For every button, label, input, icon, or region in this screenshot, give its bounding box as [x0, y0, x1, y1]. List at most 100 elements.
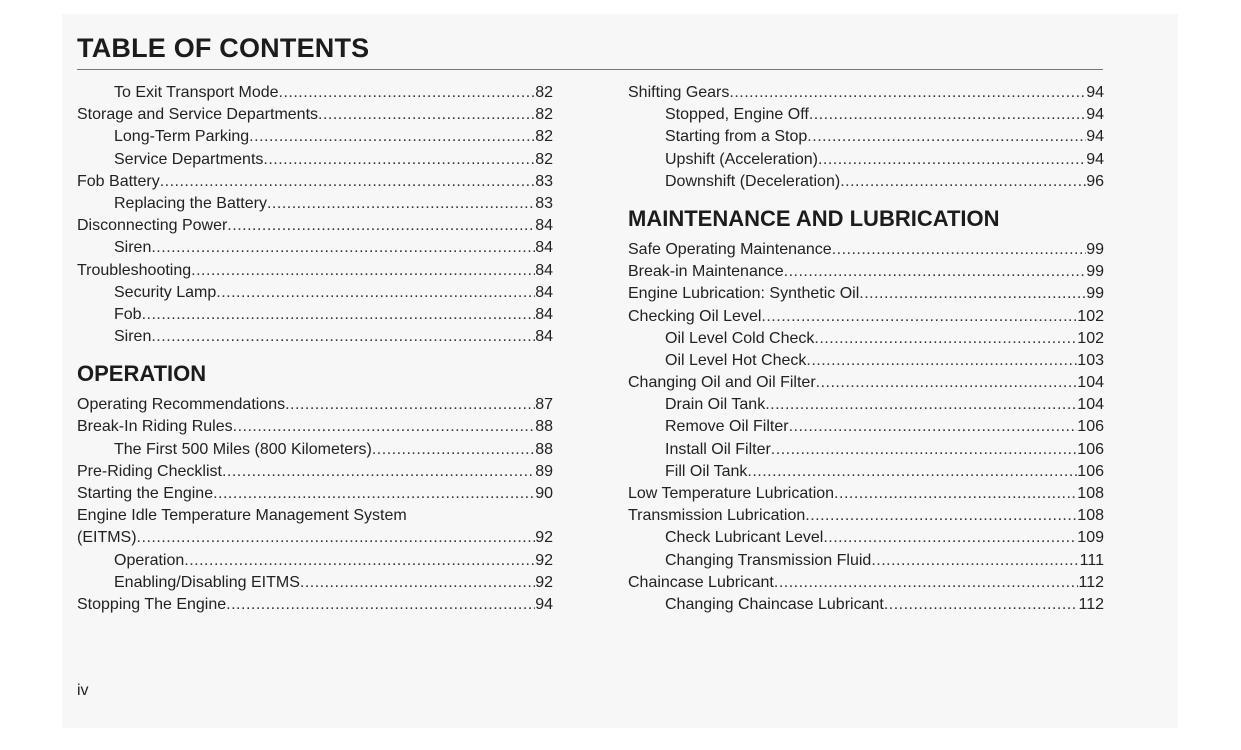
dot-leader	[789, 416, 1078, 438]
toc-entry-page: 96	[1086, 172, 1104, 190]
toc-entry-page: 99	[1086, 285, 1104, 303]
dot-leader	[160, 171, 536, 193]
toc-entry[interactable]: Siren 84	[77, 237, 553, 259]
dot-leader	[761, 306, 1077, 328]
toc-entry-title: Changing Transmission Fluid	[665, 551, 872, 569]
toc-entry-page: 106	[1077, 462, 1104, 480]
toc-entry-title: Engine Idle Temperature Management Syste…	[77, 507, 407, 525]
toc-entry[interactable]: Install Oil Filter 106	[628, 439, 1104, 461]
dot-leader	[765, 394, 1077, 416]
toc-entry[interactable]: Checking Oil Level 102	[628, 306, 1104, 328]
toc-entry-title: Enabling/Disabling EITMS	[114, 573, 300, 591]
toc-entry[interactable]: To Exit Transport Mode 82	[77, 82, 553, 104]
toc-entry[interactable]: Check Lubricant Level 109	[628, 527, 1104, 549]
toc-entry[interactable]: Break-In Riding Rules 88	[77, 416, 553, 438]
dot-leader	[834, 483, 1077, 505]
toc-entry-title: To Exit Transport Mode	[114, 84, 279, 101]
toc-entry-title: Transmission Lubrication	[628, 507, 806, 525]
toc-left-column: To Exit Transport Mode82Storage and Serv…	[77, 82, 553, 616]
dot-leader	[806, 350, 1077, 372]
toc-entry[interactable]: (EITMS) 92	[77, 527, 553, 549]
dot-leader	[151, 237, 535, 259]
toc-entry[interactable]: Chaincase Lubricant 112	[628, 572, 1104, 594]
toc-entry[interactable]: Storage and Service Departments 82	[77, 104, 553, 126]
toc-entry-title: Install Oil Filter	[665, 440, 771, 458]
toc-entry-page: 106	[1077, 440, 1104, 458]
toc-entry-title: Engine Lubrication: Synthetic Oil	[628, 285, 860, 303]
toc-entry[interactable]: Pre-Riding Checklist 89	[77, 461, 553, 483]
dot-leader	[729, 82, 1086, 104]
toc-entry[interactable]: Enabling/Disabling EITMS 92	[77, 572, 553, 594]
toc-entry[interactable]: Stopped, Engine Off 94	[628, 104, 1104, 126]
toc-entry[interactable]: Fill Oil Tank 106	[628, 461, 1104, 483]
toc-entry[interactable]: Starting from a Stop 94	[628, 126, 1104, 148]
toc-entry[interactable]: Break-in Maintenance 99	[628, 261, 1104, 283]
dot-leader	[137, 527, 536, 549]
toc-entry[interactable]: Long-Term Parking 82	[77, 126, 553, 148]
dot-leader	[213, 483, 535, 505]
dot-leader	[859, 283, 1086, 305]
toc-entry-title: Stopping The Engine	[77, 595, 227, 613]
toc-entry[interactable]: Oil Level Cold Check 102	[628, 328, 1104, 350]
toc-entry[interactable]: Disconnecting Power 84	[77, 215, 553, 237]
toc-entry[interactable]: Stopping The Engine 94	[77, 594, 553, 616]
dot-leader	[233, 416, 536, 438]
dot-leader	[372, 439, 535, 461]
dot-leader	[809, 104, 1086, 126]
toc-entry[interactable]: Changing Chaincase Lubricant 112	[628, 594, 1104, 616]
dot-leader	[771, 439, 1078, 461]
toc-entry-page: 90	[535, 485, 553, 502]
toc-entry[interactable]: Starting the Engine 90	[77, 483, 553, 505]
toc-entry[interactable]: Remove Oil Filter 106	[628, 416, 1104, 438]
dot-leader	[216, 282, 535, 304]
toc-entry[interactable]: Fob 84	[77, 304, 553, 326]
toc-entry[interactable]: Service Departments 82	[77, 149, 553, 171]
toc-entry-page: 92	[535, 573, 553, 591]
toc-entry-page: 108	[1077, 485, 1104, 502]
toc-entry[interactable]: Security Lamp 84	[77, 282, 553, 304]
toc-entry-title: Checking Oil Level	[628, 307, 762, 325]
toc-entry[interactable]: Oil Level Hot Check 103	[628, 350, 1104, 372]
toc-entry-title: Shifting Gears	[628, 84, 730, 101]
toc-entry-title: Siren	[114, 239, 152, 257]
toc-entry[interactable]: The First 500 Miles (800 Kilometers) 88	[77, 439, 553, 461]
toc-entry[interactable]: Transmission Lubrication 108	[628, 505, 1104, 527]
dot-leader	[871, 550, 1079, 572]
toc-entry-page: 106	[1077, 418, 1104, 436]
toc-entry[interactable]: Downshift (Deceleration) 96	[628, 171, 1104, 193]
dot-leader	[816, 372, 1078, 394]
toc-entry-page: 99	[1086, 263, 1104, 281]
title-rule	[77, 69, 1103, 70]
toc-entry-page: 109	[1077, 529, 1104, 547]
toc-entry-page: 83	[535, 172, 553, 190]
toc-entry[interactable]: Engine Idle Temperature Management Syste…	[77, 505, 553, 527]
dot-leader	[805, 505, 1077, 527]
dot-leader	[263, 149, 535, 171]
toc-entry[interactable]: Replacing the Battery 83	[77, 193, 553, 215]
dot-leader	[142, 304, 536, 326]
dot-leader	[300, 572, 535, 594]
toc-entry[interactable]: Operating Recommendations 87	[77, 394, 553, 416]
toc-entry-page: 112	[1078, 595, 1104, 613]
toc-entry[interactable]: Drain Oil Tank 104	[628, 394, 1104, 416]
toc-entry[interactable]: Engine Lubrication: Synthetic Oil 99	[628, 283, 1104, 305]
toc-entry[interactable]: Low Temperature Lubrication 108	[628, 483, 1104, 505]
toc-entry[interactable]: Upshift (Acceleration) 94	[628, 149, 1104, 171]
toc-entry-page: 111	[1079, 551, 1104, 569]
toc-entry[interactable]: Siren 84	[77, 326, 553, 348]
toc-entry[interactable]: Shifting Gears 94	[628, 82, 1104, 104]
toc-entry-title: Pre-Riding Checklist	[77, 462, 222, 480]
toc-entry[interactable]: Changing Transmission Fluid 111	[628, 550, 1104, 572]
toc-entry[interactable]: Fob Battery 83	[77, 171, 553, 193]
toc-entry-title: (EITMS)	[77, 529, 137, 547]
toc-entry-title: Break-In Riding Rules	[77, 418, 233, 436]
toc-entry-title: Fob	[114, 305, 142, 323]
toc-entry-title: Low Temperature Lubrication	[628, 485, 835, 502]
toc-entry-page: 112	[1078, 573, 1104, 591]
toc-entry[interactable]: Safe Operating Maintenance 99	[628, 239, 1104, 261]
toc-entry-title: Siren	[114, 328, 152, 346]
toc-entry[interactable]: Changing Oil and Oil Filter 104	[628, 372, 1104, 394]
toc-entry[interactable]: Operation 92	[77, 550, 553, 572]
dot-leader	[814, 328, 1077, 350]
toc-entry[interactable]: Troubleshooting 84	[77, 260, 553, 282]
